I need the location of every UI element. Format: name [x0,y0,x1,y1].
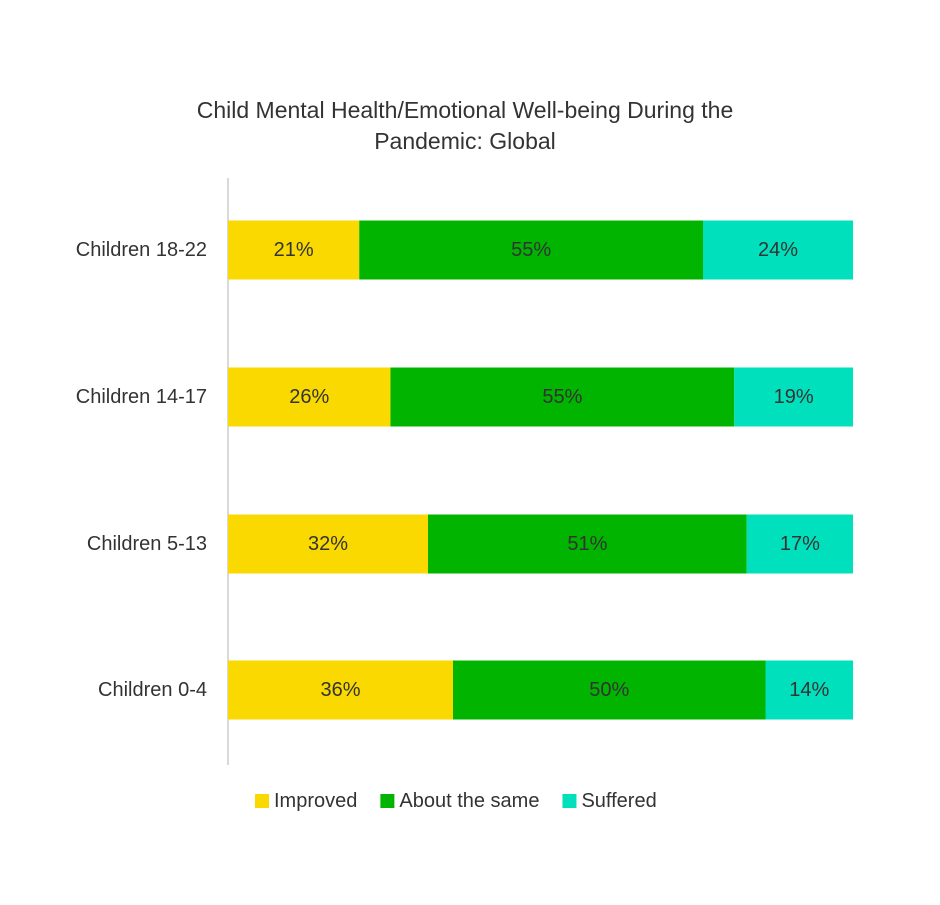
bar-segment [428,514,747,574]
bar-segment [746,514,853,574]
legend-label: Improved [274,790,357,812]
bar-segment [734,367,853,427]
bar-segment [765,660,853,720]
data-label: 26% [289,386,329,408]
legend-swatch [562,794,577,808]
bar-segment [453,660,766,720]
bar-segment [359,220,703,280]
category-labels: Children 18-22 Children 14-17 Children 5-1… [76,239,207,701]
category-label: Children 0-4 [98,679,207,701]
data-label: 51% [567,533,607,555]
category-label: Children 18-22 [76,239,207,261]
chart-title: Child Mental Health/Emotional Well-being… [197,97,734,154]
data-label: 19% [774,386,814,408]
bar-segment [228,514,428,574]
data-label: 50% [589,679,629,701]
legend: Improved About the same Suffered [255,790,657,812]
data-label: 14% [789,679,829,701]
bar-segment [228,367,391,427]
data-label: 32% [308,533,348,555]
bar-segment [390,367,735,427]
legend-item: Suffered [562,790,657,812]
legend-item: Improved [255,790,357,812]
bar-segment [703,220,853,280]
legend-label: About the same [399,790,539,812]
legend-swatch [380,794,395,808]
data-label: 24% [758,239,798,261]
category-label: Children 5-13 [87,533,207,555]
category-label: Children 14-17 [76,386,207,408]
data-label: 21% [274,239,314,261]
chart-title-line: Child Mental Health/Emotional Well-being… [197,97,734,123]
bar-segment [228,660,453,720]
bars: 21% 55% 24% 26% 55% 19% 32% 51% 17% 36% 50% 14% [228,220,853,720]
data-label: 55% [511,239,551,261]
legend-label: Suffered [581,790,656,812]
data-label: 17% [780,533,820,555]
legend-item: About the same [380,790,539,812]
data-label: 55% [542,386,582,408]
bar-segment [228,220,360,280]
chart-title-line: Pandemic: Global [374,128,556,154]
legend-swatch [255,794,269,808]
data-label: 36% [320,679,360,701]
